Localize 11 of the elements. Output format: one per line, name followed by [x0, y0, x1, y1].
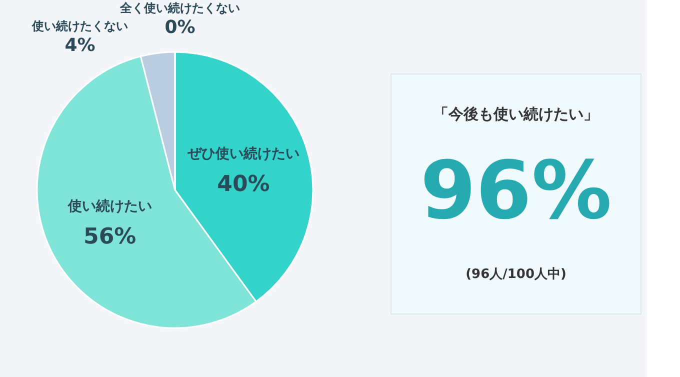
slice-label: ぜひ使い続けたい	[186, 146, 300, 162]
slice-label: 使い続けたい	[66, 198, 152, 215]
data-label: 4%	[64, 35, 96, 56]
text: (96人/100人中)	[466, 267, 566, 282]
slice-label: 使い続けたくない	[31, 19, 128, 33]
data-label: 56%	[84, 224, 136, 250]
text: 96%	[420, 144, 612, 237]
text: 「今後も使い続けたい」	[434, 105, 598, 123]
category-label: 全く使い続けたくない	[120, 1, 240, 15]
data-label: 40%	[217, 172, 270, 197]
text: 0%	[164, 17, 196, 38]
